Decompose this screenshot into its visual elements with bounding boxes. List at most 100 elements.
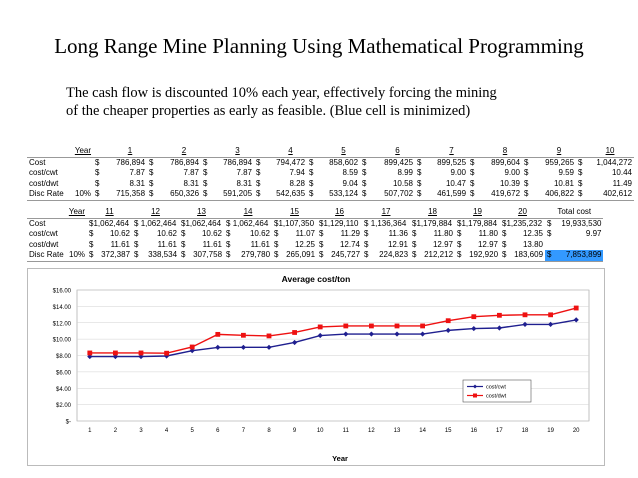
currency-symbol: $ xyxy=(502,229,507,239)
cell-value: 183,609 xyxy=(514,250,544,260)
table-cell: 899,425 xyxy=(370,156,416,168)
year-header: 6 xyxy=(395,146,400,156)
year-header: 2 xyxy=(181,146,187,156)
currency-symbol: $ xyxy=(309,178,314,188)
table-cell: $1,179,884 xyxy=(455,217,501,229)
cost-table-years-11-20: Year 11 12 13 14 15 16 17 18 19 20 Total cost Cost $1… xyxy=(27,207,604,262)
cost-table-years-1-10: Year 1 2 3 4 5 6 7 8 9 10 Cost $786,894 $786,894 $786,… xyxy=(27,146,635,201)
minimized-total-cell: 7,853,899 xyxy=(553,250,604,262)
data-point xyxy=(368,331,374,337)
table-row: cost/dwt $8.31 $8.31 $8.31 $8.28 $9.04 $10.58 $… xyxy=(27,179,634,190)
x-tick-label: 5 xyxy=(191,428,195,434)
table-cell: $10.62 xyxy=(87,229,132,240)
cell-value: 11.61 xyxy=(250,239,271,249)
data-point xyxy=(496,325,502,331)
currency-symbol: $ xyxy=(545,217,554,229)
table-cell: 786,894 xyxy=(157,156,202,168)
currency-symbol: $ xyxy=(203,168,208,178)
cell-value: 10.62 xyxy=(109,229,131,239)
year-header: 1 xyxy=(127,146,133,156)
currency-symbol: $ xyxy=(203,178,208,188)
currency-symbol: $ xyxy=(360,189,371,201)
table-row: cost/cwt $7.87 $7.87 $7.87 $7.94 $8.59 $8.99 $9… xyxy=(27,168,634,179)
table-cell: $10.62 xyxy=(132,229,179,240)
cell-value: 11.61 xyxy=(202,239,223,249)
currency-symbol: $ xyxy=(576,189,587,201)
x-tick-label: 13 xyxy=(394,428,401,434)
description-line-1: The cash flow is discounted 10% each yea… xyxy=(66,85,497,101)
currency-symbol: $ xyxy=(415,156,426,168)
table-cell: $12.97 xyxy=(410,240,455,251)
currency-symbol: $ xyxy=(201,189,212,201)
currency-symbol: $ xyxy=(201,156,212,168)
table-row: Cost $1,062,464 $ 1,062,464 $1,062,464 $ 1,0… xyxy=(27,217,604,229)
table-cell: $12.35 xyxy=(500,229,545,240)
currency-symbol: $ xyxy=(364,229,369,239)
row-label: Disc Rate xyxy=(27,250,67,262)
table-cell: $ 1,136,364 xyxy=(362,217,411,229)
year-header: 18 xyxy=(428,207,437,217)
currency-symbol: $ xyxy=(362,178,367,188)
table-cell: 959,265 xyxy=(532,156,577,168)
table-cell: $10.62 xyxy=(179,229,224,240)
currency-symbol: $ xyxy=(319,250,324,260)
row-label: Cost xyxy=(27,156,73,168)
currency-symbol: $ xyxy=(547,229,552,239)
currency-symbol: $ xyxy=(256,168,261,178)
table-cell: 858,602 xyxy=(317,156,361,168)
currency-symbol: $ xyxy=(578,168,583,178)
chart-title: Average cost/ton xyxy=(282,274,351,284)
x-tick-label: 16 xyxy=(470,428,477,434)
table-cell: 402,612 xyxy=(586,189,635,201)
currency-symbol: $ xyxy=(364,239,369,249)
table-row: Cost $786,894 $786,894 $786,894 $794,472 $858… xyxy=(27,156,635,168)
currency-symbol: $ xyxy=(522,189,533,201)
cell-value: 12.97 xyxy=(477,239,499,249)
data-point xyxy=(87,350,93,356)
currency-symbol: $ xyxy=(274,250,279,260)
currency-symbol: $ xyxy=(578,178,583,188)
total-cell xyxy=(553,240,603,251)
data-point xyxy=(241,332,246,338)
year-header: 15 xyxy=(290,207,299,217)
table-cell: $265,091 xyxy=(272,250,318,262)
currency-symbol: $ xyxy=(181,229,186,239)
table-cell: $12.91 xyxy=(362,240,410,251)
row-label: cost/cwt xyxy=(29,229,58,239)
year-header: 3 xyxy=(235,146,240,156)
legend-marker xyxy=(473,384,477,389)
table-cell: 1,044,272 xyxy=(586,156,635,168)
currency-symbol: $ xyxy=(256,178,261,188)
currency-symbol: $ xyxy=(254,156,265,168)
y-tick-label: $6.00 xyxy=(56,370,72,376)
currency-symbol: $ xyxy=(319,239,324,249)
x-tick-label: 6 xyxy=(216,428,220,434)
data-point xyxy=(266,344,272,350)
x-tick-label: 18 xyxy=(522,428,529,434)
slide-description: The cash flow is discounted 10% each yea… xyxy=(66,84,606,120)
cell-value: 10.62 xyxy=(156,229,178,239)
table-cell: 9.00 xyxy=(504,168,521,178)
table-cell: $11.61 xyxy=(179,240,224,251)
table-cell: 8.31 xyxy=(129,178,146,188)
table-cell: $1,107,350 xyxy=(272,217,318,229)
y-tick-label: $12.00 xyxy=(53,321,72,327)
currency-symbol: $ xyxy=(274,239,279,249)
currency-symbol: $ xyxy=(522,156,533,168)
data-point xyxy=(497,312,502,318)
currency-symbol: $ xyxy=(134,239,139,249)
currency-symbol: $ xyxy=(457,250,462,260)
cell-value: 11.61 xyxy=(157,239,178,249)
table-cell: $1,129,110 xyxy=(317,217,363,229)
data-point xyxy=(292,330,297,335)
cell-value: 11.36 xyxy=(388,229,409,239)
table-cell: $11.29 xyxy=(317,229,362,240)
table-cell: 8.59 xyxy=(342,168,359,178)
x-tick-label: 7 xyxy=(242,428,246,434)
cell-value: 307,758 xyxy=(193,250,223,260)
currency-symbol: $ xyxy=(226,250,231,260)
currency-symbol: $ xyxy=(134,229,139,239)
currency-symbol: $ xyxy=(412,239,417,249)
table-cell: $11.61 xyxy=(87,240,132,251)
total-cell: 19,933,530 xyxy=(553,217,604,229)
